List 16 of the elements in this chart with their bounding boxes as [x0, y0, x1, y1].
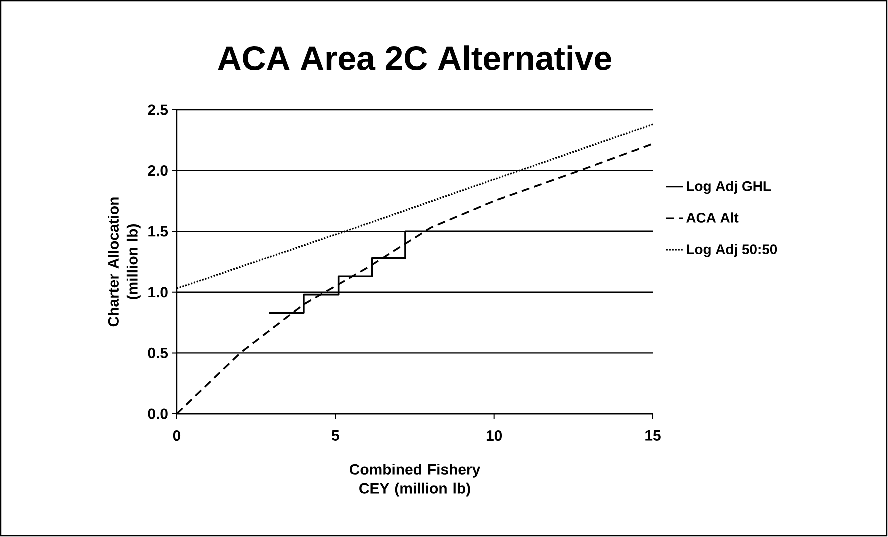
legend-label: ACA Alt — [686, 212, 739, 223]
legend-label: Log Adj GHL — [687, 181, 772, 194]
x-tick-label: 5 — [332, 430, 340, 441]
y-tick-label: 1.0 — [148, 287, 168, 298]
chart-title: ACA Area 2C Alternative — [218, 46, 612, 70]
y-axis-title: Charter Allocation (million lb) — [108, 198, 141, 327]
legend-label: Log Adj 50:50 — [687, 244, 778, 258]
y-tick-label: 0.0 — [148, 408, 168, 420]
x-tick-label: 10 — [486, 430, 502, 442]
y-tick-label: 1.5 — [148, 226, 168, 237]
x-tick-label: 15 — [646, 430, 661, 441]
y-tick-label: 2.0 — [148, 166, 168, 176]
x-tick-label: 0 — [173, 430, 181, 442]
y-tick-label: 0.5 — [148, 348, 168, 358]
y-tick-label: 2.5 — [148, 104, 168, 116]
x-axis-title: Combined Fishery CEY (million lb) — [350, 464, 481, 497]
